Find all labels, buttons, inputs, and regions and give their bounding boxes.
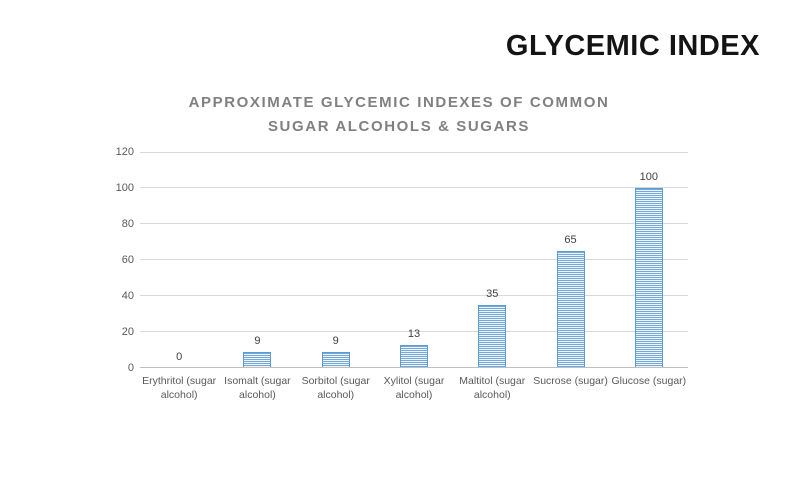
y-tick-label: 40 — [121, 290, 134, 302]
x-category-label: Erythritol (sugar alcohol) — [142, 375, 217, 401]
bar — [556, 251, 585, 368]
bar — [478, 305, 507, 368]
x-category-label: Xylitol (sugar alcohol) — [383, 375, 445, 401]
bar-group: 35 — [453, 152, 531, 368]
bar — [634, 188, 663, 368]
y-tick-label: 0 — [127, 362, 134, 374]
bar — [243, 351, 272, 368]
bar-group: 9 — [218, 152, 296, 368]
bar-group: 65 — [531, 152, 609, 368]
y-tick-label: 100 — [115, 182, 134, 194]
value-label: 100 — [639, 171, 658, 183]
bar-group: 9 — [297, 152, 375, 368]
x-category-label: Sorbitol (sugar alcohol) — [301, 375, 370, 401]
bar-group: 13 — [375, 152, 453, 368]
value-label: 9 — [254, 334, 261, 347]
value-label: 35 — [486, 288, 499, 300]
x-category-label: Isomalt (sugar alcohol) — [224, 375, 291, 401]
gridline — [140, 223, 688, 224]
bar — [399, 344, 428, 368]
page-title: GLYCEMIC INDEX — [505, 30, 760, 62]
x-category-label: Sucrose (sugar) — [533, 375, 608, 387]
gridline — [140, 331, 688, 332]
y-tick-label: 20 — [121, 326, 134, 338]
value-label: 13 — [407, 327, 421, 340]
value-label: 65 — [564, 234, 577, 246]
chart-title-line-2: SUGAR ALCOHOLS & SUGARS — [267, 118, 531, 135]
chart-title-line-1: APPROXIMATE GLYCEMIC INDEXES OF COMMON — [188, 94, 610, 111]
y-tick-label: 80 — [121, 218, 134, 230]
bar-group: 0 — [140, 152, 218, 368]
y-tick-label: 60 — [121, 254, 134, 266]
gridline — [140, 187, 688, 188]
chart-title: APPROXIMATE GLYCEMIC INDEXES OF COMMON S… — [110, 91, 688, 139]
gridline — [140, 152, 688, 153]
bar — [321, 351, 350, 368]
value-label: 9 — [332, 334, 339, 347]
x-axis-labels: Erythritol (sugar alcohol) Isomalt (sugar… — [140, 374, 688, 402]
gridline — [140, 259, 688, 260]
x-category-label: Glucose (sugar) — [611, 375, 687, 387]
plot-area: 0 9 9 13 35 65 100 — [140, 152, 688, 368]
gridline — [140, 295, 688, 296]
x-axis-line — [140, 367, 688, 368]
value-label: 0 — [176, 351, 183, 363]
y-axis-ticks: 0 20 40 60 80 100 120 — [102, 147, 134, 374]
bars-layer: 0 9 9 13 35 65 100 — [140, 152, 688, 368]
y-tick-label: 120 — [115, 146, 134, 158]
bar-group: 100 — [610, 152, 688, 368]
x-category-label: Maltitol (sugar alcohol) — [459, 375, 526, 401]
